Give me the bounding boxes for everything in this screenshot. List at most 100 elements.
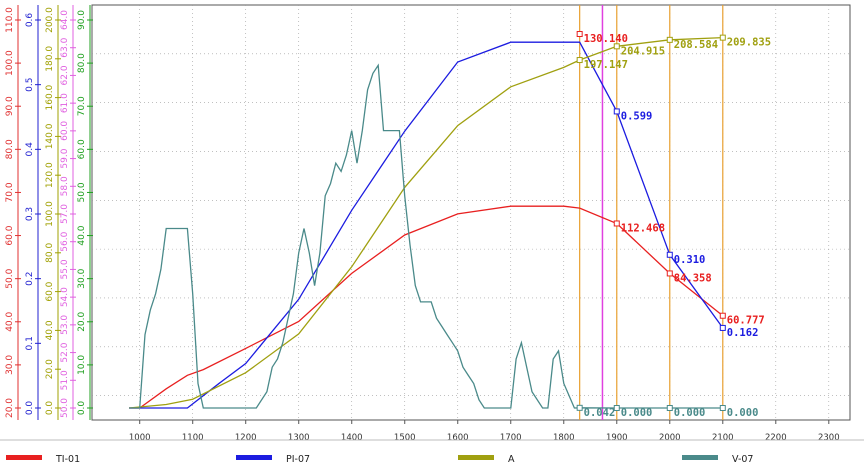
- series-line: [129, 41, 724, 409]
- x-tick-label: 2000: [659, 433, 681, 443]
- y-tick-label: 57.0: [60, 204, 70, 224]
- data-labels: 112.468 84.358 60.777 0.599 0.310 0.162 197.14…: [576, 31, 771, 419]
- y-tick-label: 50.0: [5, 268, 15, 288]
- data-marker: [719, 405, 726, 411]
- data-marker: [719, 324, 726, 331]
- y-tick-label: 40.0: [45, 320, 55, 340]
- y-tick-label: 0.6: [25, 13, 35, 28]
- data-label: 197.147: [584, 59, 628, 71]
- series-v-07: [129, 63, 723, 409]
- y-tick-label: 61.0: [60, 93, 70, 113]
- y-tick-label: 56.0: [60, 231, 70, 251]
- y-tick-label: 140.0: [45, 123, 55, 149]
- x-tick-label: 1000: [129, 433, 151, 443]
- y-axis-1: 0.0 0.1 0.2 0.3 0.4 0.5 0.6: [25, 5, 41, 420]
- y-tick-label: 0.2: [25, 272, 35, 286]
- y-tick-label: 0.0: [77, 401, 87, 416]
- y-tick-label: 54.0: [60, 287, 70, 307]
- y-tick-label: 60.0: [77, 139, 87, 159]
- y-tick-label: 100.0: [45, 201, 55, 227]
- legend-swatch: [682, 455, 718, 460]
- y-tick-label: 80.0: [77, 53, 87, 73]
- y-tick-label: 60.0: [5, 225, 15, 245]
- data-label: 204.915: [621, 45, 665, 57]
- data-marker: [719, 312, 726, 319]
- y-axis-2: 0.0 20.0 40.0 60.0 80.0 100.0 120.0 140.0 160.0 1…: [45, 5, 61, 420]
- data-marker: [666, 405, 673, 411]
- x-tick-label: 1500: [394, 433, 416, 443]
- series-line: [129, 36, 723, 409]
- y-tick-label: 50.0: [60, 398, 70, 418]
- data-label: 209.835: [727, 37, 771, 49]
- data-label: 0.000: [621, 407, 653, 419]
- y-axis-3: 50.0 51.0 52.0 53.0 54.0 55.0 56.0 57.0 58.0 59.0…: [60, 5, 76, 420]
- y-axis-4: 0.0 10.0 20.0 30.0 40.0 50.0 60.0 70.0 80.0 90.0: [77, 5, 93, 420]
- y-tick-label: 120.0: [45, 162, 55, 188]
- legend-label: TI-01: [55, 454, 80, 465]
- x-tick-label: 1100: [182, 433, 204, 443]
- data-marker: [613, 405, 620, 411]
- x-tick-label: 1400: [341, 433, 363, 443]
- y-tick-label: 0.5: [25, 78, 35, 92]
- y-tick-label: 70.0: [5, 182, 15, 202]
- y-tick-label: 50.0: [77, 182, 87, 202]
- y-tick-label: 60.0: [60, 121, 70, 141]
- y-tick-label: 100.0: [5, 50, 15, 76]
- legend-label: A: [508, 454, 515, 465]
- y-tick-label: 55.0: [60, 259, 70, 279]
- data-marker: [613, 220, 620, 227]
- data-marker: [666, 36, 673, 43]
- data-label: 130.140: [584, 33, 628, 45]
- data-label: 112.468: [621, 222, 665, 234]
- y-tick-label: 20.0: [5, 398, 15, 418]
- y-axis-0: 20.0 30.0 40.0 50.0 60.0 70.0 80.0 90.0 100.0 110…: [5, 5, 21, 420]
- data-marker: [576, 404, 583, 411]
- data-marker: [613, 108, 620, 115]
- legend-swatch: [6, 455, 42, 460]
- x-tick-label: 1900: [606, 433, 628, 443]
- y-tick-label: 80.0: [5, 139, 15, 159]
- series-ti-01: [129, 205, 724, 409]
- y-tick-label: 10.0: [77, 355, 87, 375]
- data-label: 84.358: [674, 272, 712, 284]
- data-marker: [666, 270, 673, 277]
- y-tick-label: 53.0: [60, 315, 70, 335]
- data-label: 0.162: [727, 327, 759, 339]
- y-tick-label: 63.0: [60, 37, 70, 57]
- x-axis: 1000 1100 1200 1300 1400 1500 1600 1700 1800 1900…: [129, 420, 840, 443]
- y-tick-label: 0.1: [25, 336, 35, 350]
- y-tick-label: 40.0: [5, 311, 15, 331]
- legend-swatch: [236, 455, 272, 460]
- y-tick-label: 51.0: [60, 370, 70, 390]
- y-tick-label: 0.0: [25, 401, 35, 416]
- data-label: 0.000: [674, 407, 706, 419]
- y-tick-label: 110.0: [5, 7, 15, 33]
- y-tick-label: 60.0: [45, 281, 55, 301]
- y-tick-label: 64.0: [60, 10, 70, 30]
- data-marker: [666, 251, 673, 258]
- y-tick-label: 20.0: [77, 311, 87, 331]
- x-tick-label: 2100: [712, 433, 734, 443]
- y-tick-label: 40.0: [77, 225, 87, 245]
- data-label: 60.777: [727, 315, 765, 327]
- x-tick-label: 2300: [818, 433, 840, 443]
- x-tick-label: 1800: [553, 433, 575, 443]
- legend-label: PI-07: [286, 454, 310, 465]
- y-tick-label: 0.4: [25, 142, 35, 157]
- x-tick-label: 1200: [235, 433, 257, 443]
- data-label: 0.000: [727, 407, 759, 419]
- series-line: [129, 63, 723, 409]
- y-tick-label: 80.0: [45, 243, 55, 263]
- data-marker: [719, 34, 726, 41]
- legend-swatch: [458, 455, 494, 460]
- x-tick-label: 1300: [288, 433, 310, 443]
- y-tick-label: 62.0: [60, 65, 70, 85]
- data-label: 0.310: [674, 254, 706, 266]
- y-tick-label: 59.0: [60, 148, 70, 168]
- y-tick-label: 180.0: [45, 46, 55, 72]
- y-tick-label: 90.0: [77, 10, 87, 30]
- y-tick-label: 30.0: [77, 268, 87, 288]
- cursor-lines: [579, 5, 724, 420]
- y-tick-label: 90.0: [5, 96, 15, 116]
- y-tick-label: 58.0: [60, 176, 70, 196]
